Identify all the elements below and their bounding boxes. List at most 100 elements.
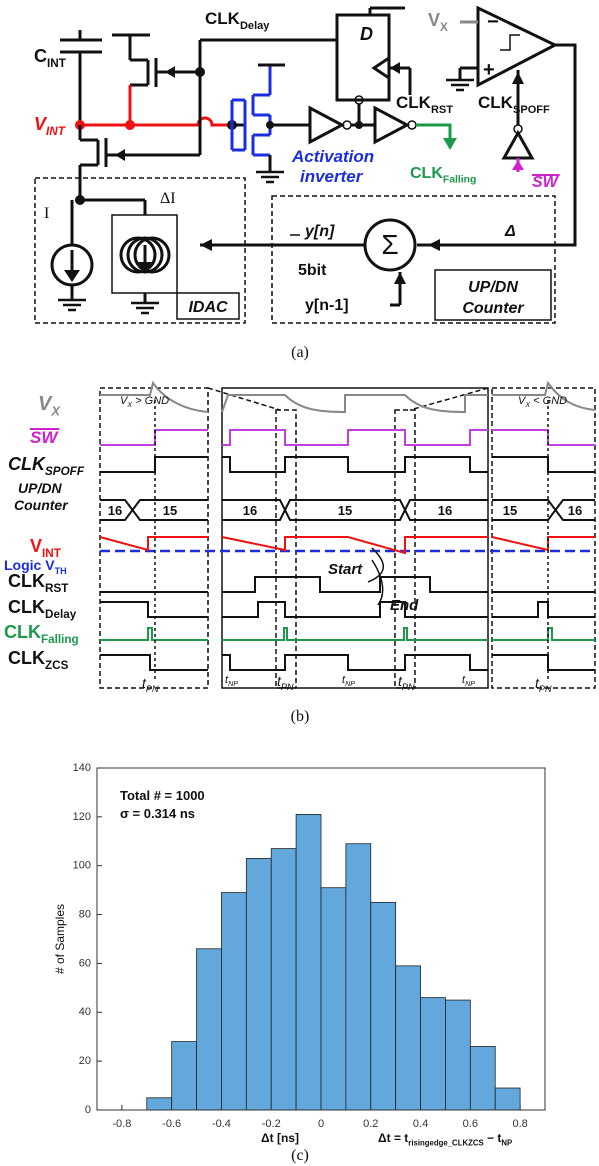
diagram-g [232, 65, 270, 155]
text-part: Δt = t [378, 1131, 408, 1145]
y-tick-label: 0 [85, 1104, 91, 1116]
label: Δ [504, 223, 516, 240]
y-tick-label: 120 [73, 811, 91, 823]
diagram-polyline [374, 58, 389, 78]
diagram-polyline [100, 457, 208, 472]
diagram-polygon [504, 133, 532, 158]
diagram-polyline [500, 35, 520, 50]
x-tick-label: -0.4 [212, 1118, 231, 1130]
text-part: SPOFF [45, 465, 85, 478]
diagram-path [222, 395, 488, 412]
text-part: PN [146, 684, 159, 694]
text-part: RST [431, 104, 453, 116]
diagram-polygon [165, 66, 175, 78]
diagram-g [100, 430, 595, 445]
diagram-polyline [222, 628, 488, 640]
text-part: > GND [132, 395, 169, 407]
text-part: RST [45, 582, 69, 595]
label: VX > GND [120, 395, 169, 409]
diagram-polyline [222, 655, 488, 670]
x-tick-label: -0.8 [112, 1118, 131, 1130]
label: 15 [338, 503, 352, 518]
text-part: NP [465, 680, 475, 688]
bar [147, 1098, 172, 1110]
label: 15 [503, 503, 517, 518]
label: CLKRST [396, 93, 453, 116]
label: − [487, 11, 499, 33]
diagram-line [208, 388, 280, 410]
label: 16 [243, 503, 257, 518]
label: CLKSPOFF [8, 454, 85, 478]
diagram-polygon [390, 62, 400, 74]
text-part: X [440, 21, 448, 34]
bar [296, 814, 321, 1110]
text-part: Delay [45, 608, 77, 621]
bar [445, 1000, 470, 1110]
timing-diagram [100, 383, 595, 688]
text-part: CLK [205, 9, 241, 28]
text-part: ZCS [45, 659, 69, 672]
text-part: C [34, 46, 47, 66]
label: CLKZCS [8, 648, 69, 672]
text-part: PN [539, 684, 552, 694]
bar [346, 844, 371, 1110]
label: VX [428, 10, 448, 34]
label: 5bit [298, 262, 327, 279]
diagram-polyline [100, 628, 208, 640]
x-tick-label: 0.8 [512, 1118, 527, 1130]
diagram-polygon [512, 160, 524, 170]
label: CLKFalling [4, 622, 79, 646]
label: CINT [34, 46, 67, 70]
label: IDAC [188, 299, 228, 316]
label: 16 [438, 503, 452, 518]
diagram-polyline [492, 655, 595, 670]
label: y[n] [304, 223, 335, 240]
diagram-g [155, 400, 548, 680]
label: VX < GND [518, 395, 567, 409]
bar [470, 1046, 495, 1110]
diagram-polyline [100, 537, 208, 550]
text-part: SPOFF [513, 104, 550, 116]
diagram-polyline [492, 457, 595, 472]
label: Σ [381, 229, 398, 260]
text-part: CLK [8, 454, 47, 474]
bar [221, 893, 246, 1110]
text-part: Falling [443, 174, 476, 185]
page: {"circuit": { "clk_delay": {"main": "CLK… [0, 0, 599, 1166]
diagram-path [416, 125, 450, 140]
x-tick-label: 0.6 [463, 1118, 478, 1130]
y-tick-label: 60 [79, 957, 91, 969]
text-part: NP [345, 680, 355, 688]
text-part: CLK [396, 93, 432, 112]
formula: Δt = trisingedge_CLKZCS − tNP [378, 1131, 512, 1147]
bar [172, 1042, 197, 1110]
caption: (b) [291, 708, 310, 725]
diagram-path [80, 118, 228, 125]
label: Counter [14, 497, 69, 513]
label: tNP [462, 674, 475, 688]
y-tick-label: 40 [79, 1006, 91, 1018]
diagram-polyline [222, 577, 488, 592]
caption: (a) [291, 344, 309, 361]
bar [271, 849, 296, 1110]
y-tick-label: 80 [79, 908, 91, 920]
text-part: PN [281, 682, 294, 692]
label: tPN [277, 673, 294, 692]
label: inverter [300, 167, 364, 186]
diagram-polygon [394, 272, 406, 284]
text-part: TH [55, 566, 67, 576]
label: tNP [342, 674, 355, 688]
y-tick-label: 100 [73, 860, 91, 872]
diagram-path [372, 560, 383, 605]
diagram-polyline [222, 602, 488, 617]
label: D [360, 24, 373, 44]
text-part: INT [47, 57, 67, 70]
annotation: σ = 0.314 ns [120, 806, 195, 821]
caption: (c) [291, 1147, 309, 1164]
label: CLKDelay [8, 597, 77, 621]
label: + [483, 59, 495, 81]
text-part: CLK [8, 571, 45, 591]
text-part: risingedge_CLKZCS [408, 1138, 483, 1147]
text-part: V [428, 10, 440, 30]
